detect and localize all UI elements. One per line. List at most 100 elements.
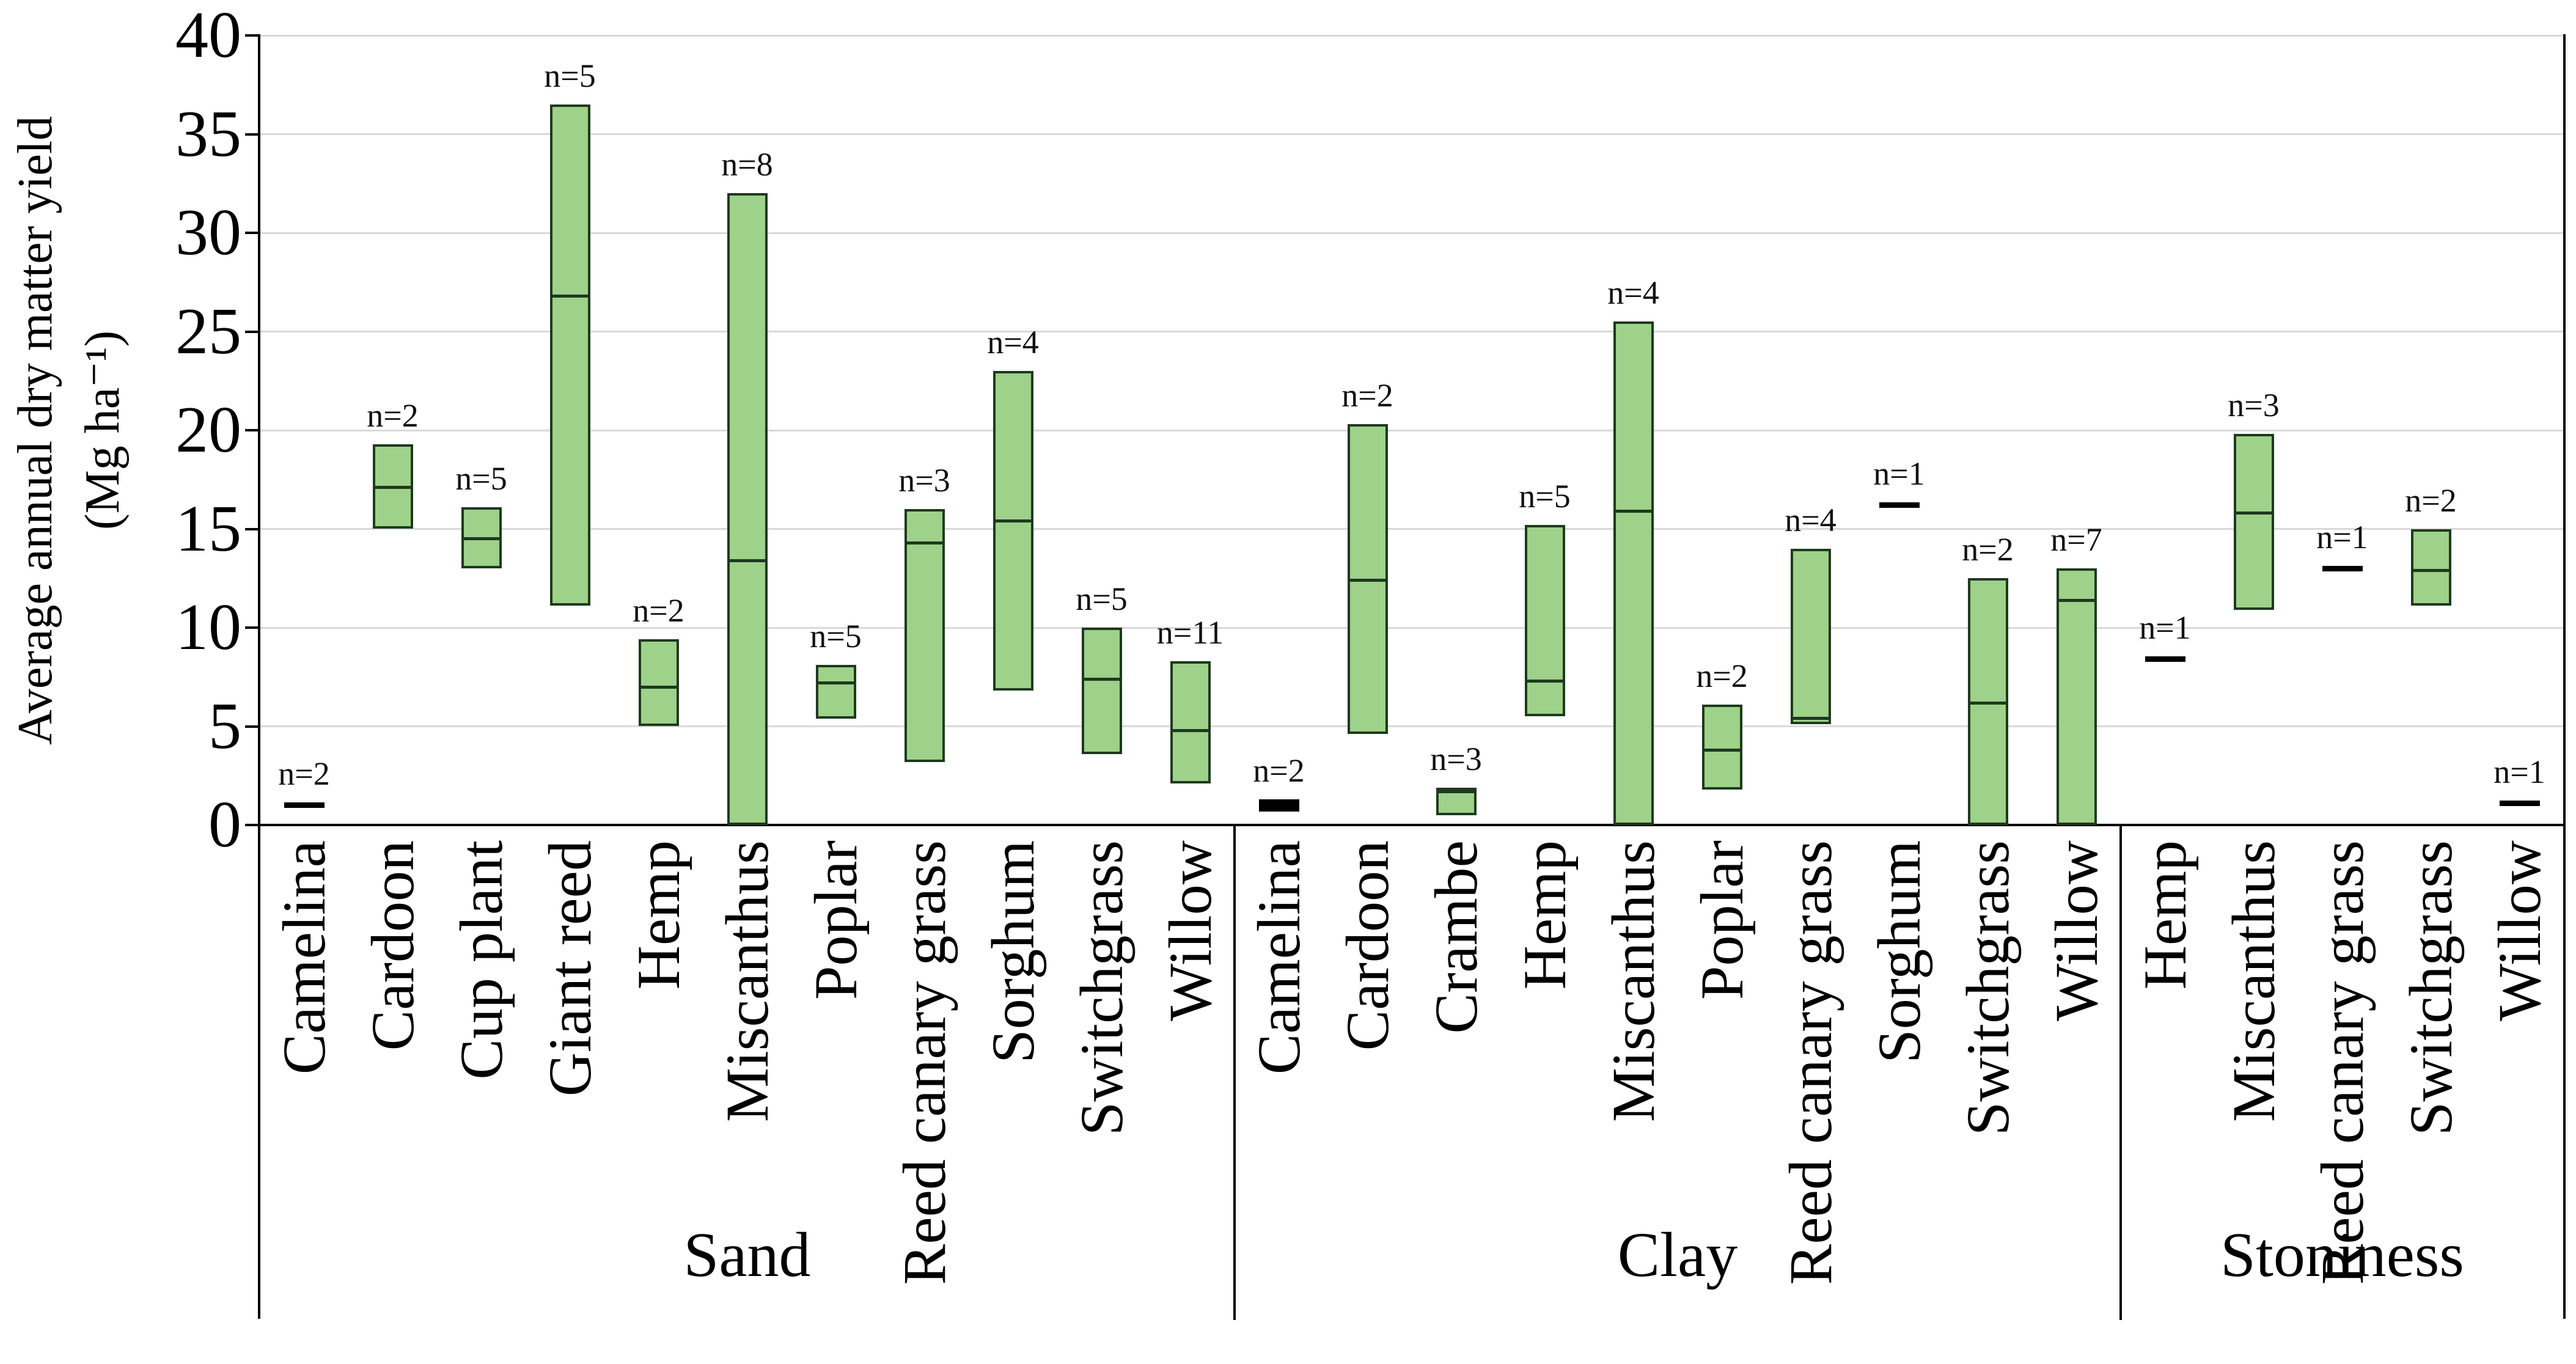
- range-bar: [1436, 787, 1477, 815]
- median-line: [993, 519, 1033, 523]
- category-label: Reed canary grass: [1776, 840, 1844, 1285]
- n-count-label: n=5: [1519, 478, 1571, 515]
- n-count-label: n=5: [455, 460, 507, 497]
- n-count-label: n=2: [2405, 482, 2457, 519]
- range-bar: [1524, 525, 1565, 717]
- n-count-label: n=4: [987, 324, 1039, 361]
- range-bar: [638, 639, 679, 727]
- range-bar: [1701, 704, 1742, 790]
- category-label: Miscanthus: [1599, 840, 1667, 1123]
- range-bar: [993, 371, 1033, 691]
- category-label: Giant reed: [535, 840, 604, 1097]
- y-tick-label: 0: [208, 788, 241, 861]
- median-line: [461, 537, 502, 541]
- y-tick-label: 35: [175, 97, 241, 170]
- y-tick-mark: [245, 824, 259, 826]
- median-line: [549, 295, 590, 298]
- single-value-dash: [2499, 800, 2540, 806]
- n-count-label: n=4: [1607, 274, 1659, 312]
- n-count-label: n=2: [1696, 657, 1748, 694]
- y-tick-label: 25: [175, 295, 241, 368]
- category-label: Miscanthus: [713, 840, 781, 1123]
- y-tick-mark: [245, 330, 259, 333]
- gridline: [260, 429, 2564, 431]
- y-axis-line: [258, 34, 260, 1319]
- category-label: Switchgrass: [1953, 840, 2022, 1136]
- gridline: [260, 133, 2564, 135]
- n-count-label: n=2: [1962, 531, 2014, 568]
- median-line: [1524, 679, 1565, 683]
- y-tick-mark: [245, 232, 259, 234]
- n-count-label: n=11: [1156, 614, 1224, 651]
- n-count-label: n=8: [721, 146, 773, 183]
- soil-group-label: Clay: [1617, 1220, 1738, 1290]
- category-label: Hemp: [624, 840, 692, 990]
- median-line: [1170, 728, 1211, 732]
- n-count-label: n=1: [1873, 455, 1925, 493]
- soil-group-label: Stoniness: [2220, 1220, 2464, 1290]
- category-label: Reed canary grass: [890, 840, 958, 1285]
- range-bar: [815, 665, 856, 719]
- median-line: [372, 486, 413, 490]
- median-line: [1436, 790, 1477, 793]
- plot-right-border: [2563, 34, 2566, 1319]
- range-bar: [549, 105, 590, 606]
- category-label: Willow: [2485, 840, 2553, 1021]
- median-line: [1347, 579, 1388, 582]
- y-tick-label: 5: [208, 689, 241, 763]
- x-axis-line: [258, 824, 2565, 826]
- y-tick-mark: [245, 626, 259, 629]
- y-tick-label: 15: [175, 492, 241, 565]
- category-label: Miscanthus: [2219, 840, 2288, 1123]
- n-count-label: n=7: [2050, 521, 2102, 559]
- median-line: [727, 559, 768, 562]
- range-bar: [372, 444, 413, 529]
- n-count-label: n=2: [1341, 377, 1393, 414]
- category-label: Sorghum: [1865, 840, 1933, 1063]
- category-label: Reed canary grass: [2308, 840, 2376, 1285]
- category-label: Cup plant: [447, 840, 515, 1080]
- median-line: [1081, 677, 1122, 681]
- category-label: Willow: [2042, 840, 2110, 1021]
- range-bar: [904, 509, 945, 762]
- n-count-label: n=2: [367, 397, 419, 434]
- n-count-label: n=4: [1785, 501, 1837, 538]
- y-tick-mark: [245, 725, 259, 728]
- category-label: Crambe: [1422, 840, 1490, 1034]
- median-line: [1967, 701, 2008, 705]
- gridline: [260, 626, 2564, 629]
- n-count-label: n=5: [544, 57, 596, 95]
- category-label: Camelina: [270, 840, 338, 1075]
- n-count-label: n=1: [2316, 518, 2368, 556]
- n-count-label: n=2: [1253, 752, 1305, 789]
- group-separator: [1233, 825, 1236, 1320]
- median-line: [1613, 510, 1654, 513]
- n-count-label: n=3: [898, 462, 950, 499]
- n-count-label: n=2: [278, 755, 330, 793]
- category-label: Hemp: [1510, 840, 1579, 990]
- category-label: Willow: [1156, 840, 1224, 1021]
- y-tick-mark: [245, 527, 259, 530]
- n-count-label: n=1: [2493, 753, 2545, 790]
- y-tick-label: 10: [175, 591, 241, 664]
- y-tick-mark: [245, 429, 259, 431]
- range-bar: [2233, 434, 2274, 610]
- y-tick-mark: [245, 133, 259, 136]
- n-count-label: n=3: [1430, 740, 1482, 777]
- category-label: Hemp: [2130, 840, 2199, 990]
- gridline: [260, 34, 2564, 37]
- category-label: Sorghum: [978, 840, 1047, 1063]
- category-label: Camelina: [1244, 840, 1313, 1075]
- range-bar: [461, 507, 502, 569]
- median-line: [904, 541, 945, 544]
- gridline: [260, 232, 2564, 234]
- category-label: Poplar: [801, 840, 870, 1000]
- median-line: [815, 681, 856, 685]
- category-label: Cardoon: [1333, 840, 1401, 1051]
- y-tick-label: 30: [175, 196, 241, 269]
- range-bar: [1081, 628, 1122, 754]
- gridline: [260, 528, 2564, 530]
- single-value-dash: [1879, 502, 1920, 508]
